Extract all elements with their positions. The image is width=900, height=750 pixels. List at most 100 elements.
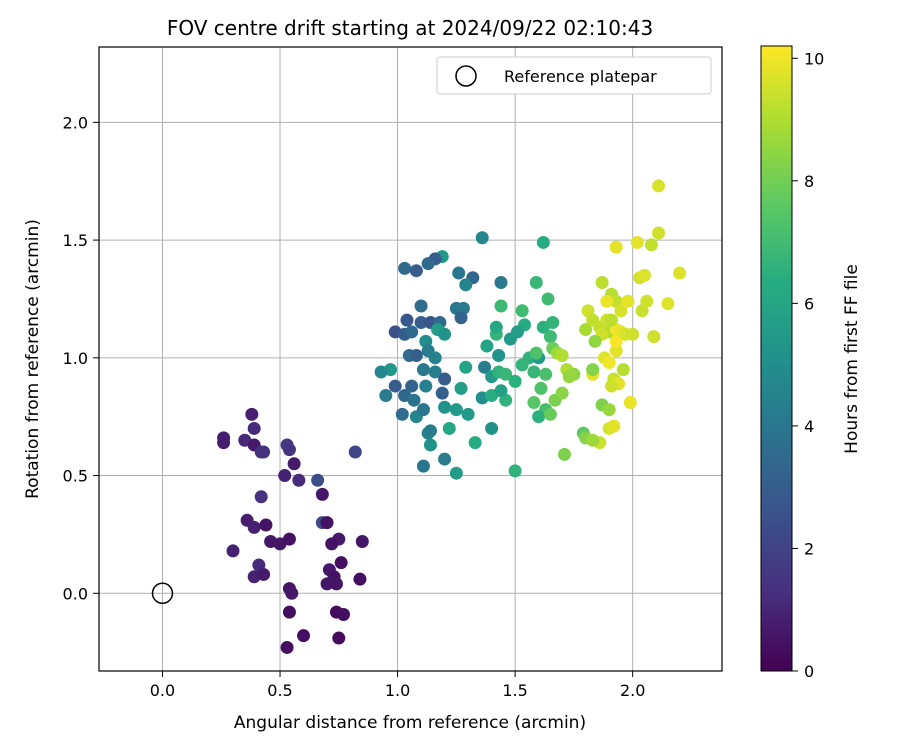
data-point xyxy=(555,386,569,400)
plot-frame xyxy=(98,46,723,672)
data-point xyxy=(652,179,666,193)
data-point xyxy=(332,631,346,645)
data-point xyxy=(282,443,296,457)
data-point xyxy=(400,313,414,327)
y-tick-label: 1.0 xyxy=(63,349,88,368)
data-point xyxy=(292,473,306,487)
reference-marker xyxy=(151,582,174,605)
data-point xyxy=(609,344,623,358)
data-point xyxy=(438,327,452,341)
data-point xyxy=(419,379,433,393)
data-point xyxy=(405,379,419,393)
data-point xyxy=(508,374,522,388)
data-point xyxy=(247,421,261,435)
data-point xyxy=(475,231,489,245)
x-tick-label: 0.5 xyxy=(267,681,292,700)
data-point xyxy=(515,304,529,318)
data-point xyxy=(647,330,661,344)
data-point xyxy=(579,323,593,337)
y-tick-label: 1.5 xyxy=(63,231,88,250)
data-point xyxy=(353,572,367,586)
colorbar-tick-label: 2 xyxy=(804,539,814,558)
data-point xyxy=(428,365,442,379)
data-point xyxy=(459,360,473,374)
legend-label-reference: Reference platepar xyxy=(504,67,657,86)
data-point xyxy=(607,419,621,433)
data-point xyxy=(614,304,628,318)
data-point xyxy=(492,348,506,362)
data-point xyxy=(508,464,522,478)
data-point xyxy=(586,433,600,447)
data-point xyxy=(637,268,651,282)
data-point xyxy=(673,266,687,280)
data-point xyxy=(423,424,437,438)
x-tick-label: 1.0 xyxy=(385,681,410,700)
data-point xyxy=(379,388,393,402)
data-point xyxy=(454,311,468,325)
data-point xyxy=(226,544,240,558)
data-point xyxy=(423,438,437,452)
data-point xyxy=(527,365,541,379)
data-point xyxy=(407,393,421,407)
data-point xyxy=(541,292,555,306)
reference-platepar-marker xyxy=(151,582,174,605)
legend-box xyxy=(436,56,712,95)
data-point xyxy=(329,577,343,591)
data-point xyxy=(247,520,261,534)
data-point xyxy=(348,445,362,459)
x-axis-ticks: 0.0 0.5 1.0 1.5 2.0 xyxy=(150,671,645,700)
data-point xyxy=(489,320,503,334)
colorbar-ticks: 0 2 4 6 8 10 xyxy=(792,49,824,681)
data-point xyxy=(409,348,423,362)
data-point xyxy=(320,577,334,591)
data-point xyxy=(652,226,666,240)
data-point xyxy=(454,381,468,395)
data-point xyxy=(459,278,473,292)
data-point xyxy=(320,516,334,530)
data-point xyxy=(586,363,600,377)
data-point xyxy=(468,436,482,450)
data-point xyxy=(315,487,329,501)
data-point xyxy=(661,297,675,311)
data-point xyxy=(616,363,630,377)
data-point xyxy=(405,325,419,339)
data-point xyxy=(336,607,350,621)
data-point xyxy=(461,407,475,421)
data-point xyxy=(355,534,369,548)
y-tick-label: 2.0 xyxy=(63,113,88,132)
data-point xyxy=(485,421,499,435)
data-point xyxy=(287,457,301,471)
data-point xyxy=(334,556,348,570)
data-point xyxy=(534,381,548,395)
data-point xyxy=(280,640,294,654)
data-point xyxy=(510,325,524,339)
data-point xyxy=(416,363,430,377)
data-point xyxy=(644,238,658,252)
data-point xyxy=(414,299,428,313)
data-point xyxy=(254,490,268,504)
data-point xyxy=(543,330,557,344)
data-point xyxy=(543,407,557,421)
data-point xyxy=(600,294,614,308)
data-point xyxy=(398,261,412,275)
y-axis-label: Rotation from reference (arcmin) xyxy=(23,219,43,499)
data-point xyxy=(609,334,623,348)
colorbar-tick-label: 6 xyxy=(804,294,814,313)
colorbar-tick-label: 10 xyxy=(804,49,824,68)
data-point xyxy=(325,537,339,551)
x-tick-label: 1.5 xyxy=(502,681,527,700)
data-point xyxy=(449,403,463,417)
data-point xyxy=(529,275,543,289)
colorbar-tick-label: 4 xyxy=(804,417,814,436)
data-point xyxy=(254,445,268,459)
data-point xyxy=(557,447,571,461)
data-point xyxy=(494,299,508,313)
y-axis-ticks: 0.0 0.5 1.0 1.5 2.0 xyxy=(63,113,99,603)
data-point xyxy=(478,360,492,374)
data-point xyxy=(480,339,494,353)
colorbar-tick-label: 0 xyxy=(804,662,814,681)
data-point xyxy=(438,372,452,386)
data-point xyxy=(529,346,543,360)
chart-title: FOV centre drift starting at 2024/09/22 … xyxy=(167,16,653,40)
data-point xyxy=(278,469,292,483)
